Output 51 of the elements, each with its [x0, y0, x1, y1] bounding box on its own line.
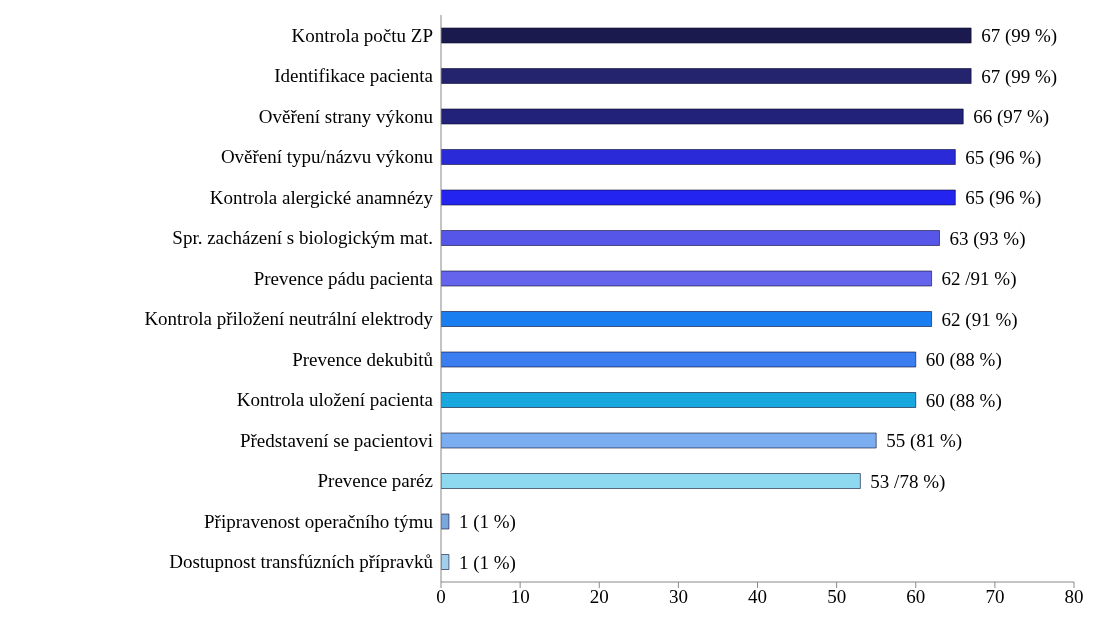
y-tick-label: Prevence paréz	[317, 470, 433, 492]
x-tick-label: 10	[510, 586, 530, 608]
x-tick-label: 30	[668, 586, 688, 608]
data-label: 66 (97 %)	[973, 106, 1050, 128]
bar	[441, 149, 956, 165]
data-label: 1 (1 %)	[458, 511, 516, 533]
bar	[441, 432, 877, 449]
y-tick-label: Prevence dekubitů	[292, 348, 434, 370]
x-tick-label: 50	[827, 586, 847, 608]
data-label: 60 (88 %)	[925, 349, 1002, 371]
y-tick-label: Prevence pádu pacienta	[253, 267, 434, 289]
bar	[441, 554, 450, 570]
bar	[441, 108, 964, 125]
x-tick-label: 0	[436, 586, 446, 608]
bar	[441, 392, 917, 408]
y-tick-label: Představení se pacientovi	[239, 429, 433, 451]
x-tick-label: 80	[1064, 586, 1084, 608]
bar	[441, 351, 917, 368]
bar	[441, 513, 450, 530]
bar	[441, 270, 932, 287]
y-tick-label: Identifikace pacienta	[274, 65, 434, 87]
y-tick-label: Dostupnost transfúzních přípravků	[169, 551, 434, 573]
x-tick-label: 70	[985, 586, 1005, 608]
data-label: 53 /78 %)	[870, 470, 946, 493]
data-label: 60 (88 %)	[925, 389, 1002, 412]
data-label: 63 (93 %)	[949, 227, 1026, 250]
x-tick-label: 60	[906, 586, 926, 608]
bar	[441, 230, 940, 246]
bar	[441, 311, 932, 327]
y-tick-label: Kontrola přiložení neutrální elektrody	[144, 308, 434, 330]
data-label: 55 (81 %)	[886, 430, 963, 452]
data-label: 62 (91 %)	[941, 308, 1018, 331]
y-tick-label: Připravenost operačního týmu	[203, 510, 434, 532]
data-label: 67 (99 %)	[981, 65, 1058, 88]
data-label: 1 (1 %)	[458, 551, 516, 574]
y-tick-label: Kontrola alergické anamnézy	[209, 186, 434, 208]
bar	[441, 189, 956, 206]
bar	[441, 27, 972, 44]
y-tick-label: Ověření typu/názvu výkonu	[220, 146, 434, 168]
y-tick-label: Spr. zacházení s biologickým mat.	[172, 227, 433, 249]
data-label: 65 (96 %)	[965, 187, 1042, 209]
data-label: 67 (99 %)	[981, 25, 1058, 47]
y-tick-label: Kontrola uložení pacienta	[236, 389, 434, 411]
x-tick-label: 40	[748, 586, 767, 608]
y-tick-label: Ověření strany výkonu	[258, 106, 434, 127]
data-label: 65 (96 %)	[965, 146, 1042, 169]
y-tick-label: Kontrola počtu ZP	[291, 24, 433, 46]
x-tick-label: 20	[589, 586, 609, 608]
data-label: 62 /91 %)	[941, 268, 1017, 290]
bar	[441, 68, 972, 84]
bar	[441, 473, 861, 489]
